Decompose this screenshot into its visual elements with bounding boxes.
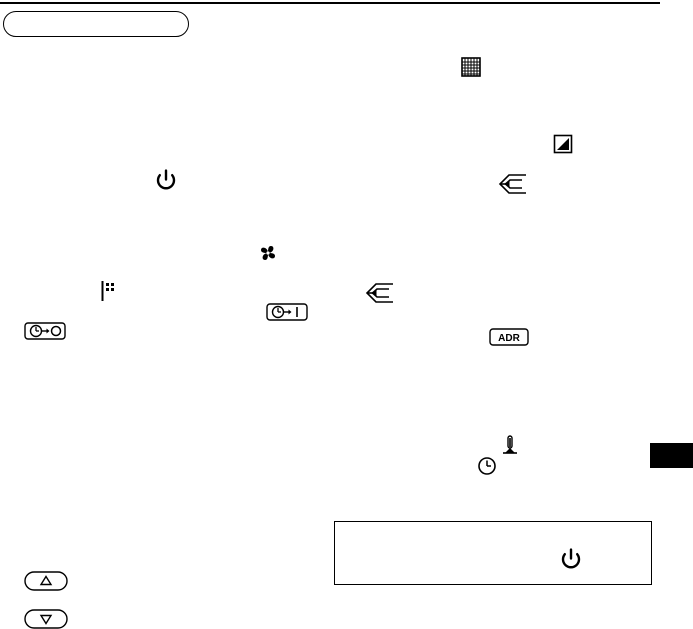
rounded-header-box bbox=[3, 11, 189, 37]
up-arrow-button-icon bbox=[24, 571, 68, 591]
top-horizontal-rule bbox=[0, 2, 660, 4]
clock-icon bbox=[477, 456, 497, 476]
bar-chart-icon bbox=[101, 281, 119, 301]
timer-off-icon bbox=[24, 322, 66, 340]
adr-button-icon: ADR bbox=[489, 328, 529, 346]
bordered-note-box bbox=[334, 521, 652, 585]
air-inlet-icon bbox=[363, 282, 395, 304]
fan-icon bbox=[258, 243, 278, 263]
power-icon-note bbox=[560, 548, 582, 570]
down-arrow-button-icon bbox=[24, 609, 68, 629]
power-icon bbox=[155, 169, 177, 191]
display-panel-icon bbox=[553, 134, 573, 154]
temperature-sensor-icon bbox=[500, 435, 520, 455]
adr-label: ADR bbox=[498, 333, 520, 344]
timer-on-icon bbox=[266, 303, 308, 321]
grid-icon bbox=[461, 57, 481, 77]
air-recirculation-icon bbox=[496, 173, 528, 195]
black-edge-tab-marker bbox=[650, 443, 693, 468]
